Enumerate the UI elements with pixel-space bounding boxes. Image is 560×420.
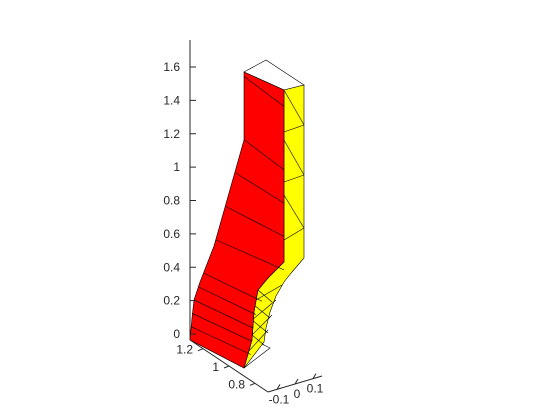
front-section-line [225,206,285,237]
front-face-lines [190,76,285,355]
y-tick-label: 0 [294,387,301,401]
front-face [189,71,285,369]
x-tick-label: 0.8 [228,377,245,391]
front-section-line [235,172,285,204]
y-tick-mark [294,378,299,385]
z-tick-label: 0.8 [163,194,180,208]
z-tick-label: 0.2 [163,294,180,308]
front-section-line [203,272,263,302]
front-section-line [193,299,254,329]
z-tick-label: 1 [173,160,180,174]
y-axis-ticks: -0.1 0 0.1 [269,373,324,406]
y-axis: -0.1 0 0.1 [267,373,324,406]
x-tick-label: 1 [212,360,219,374]
x-tick-mark [197,348,204,352]
y-tick-label: -0.1 [269,392,290,406]
front-section-line [191,313,253,342]
y-tick-mark [312,373,317,379]
front-section-line [190,326,252,355]
front-section-line [243,139,285,170]
z-tick-label: 0.6 [163,227,180,241]
z-tick-label: 1.4 [163,93,180,107]
z-axis-ticks: 0 0.2 0.4 0.6 0.8 1 1.2 1.4 1.6 [163,60,196,341]
y-tick-mark [276,384,281,390]
z-tick-label: 1.6 [163,60,180,74]
x-tick-mark [249,382,256,386]
side-face-lines [247,89,305,353]
front-face-group [189,71,285,369]
front-section-line [215,239,285,271]
z-tick-label: 0 [173,327,180,341]
z-tick-label: 1.2 [163,127,180,141]
front-section-line [243,76,285,107]
z-axis: 0 0.2 0.4 0.6 0.8 1 1.2 1.4 1.6 [163,40,196,341]
x-axis: 0.8 1 1.2 [176,339,269,393]
y-tick-label: 0.1 [307,382,324,396]
z-tick-label: 0.4 [163,260,180,274]
x-tick-mark [223,365,230,369]
x-tick-label: 1.2 [176,343,193,357]
x-axis-ticks: 0.8 1 1.2 [176,343,256,391]
front-section-line [197,286,257,315]
